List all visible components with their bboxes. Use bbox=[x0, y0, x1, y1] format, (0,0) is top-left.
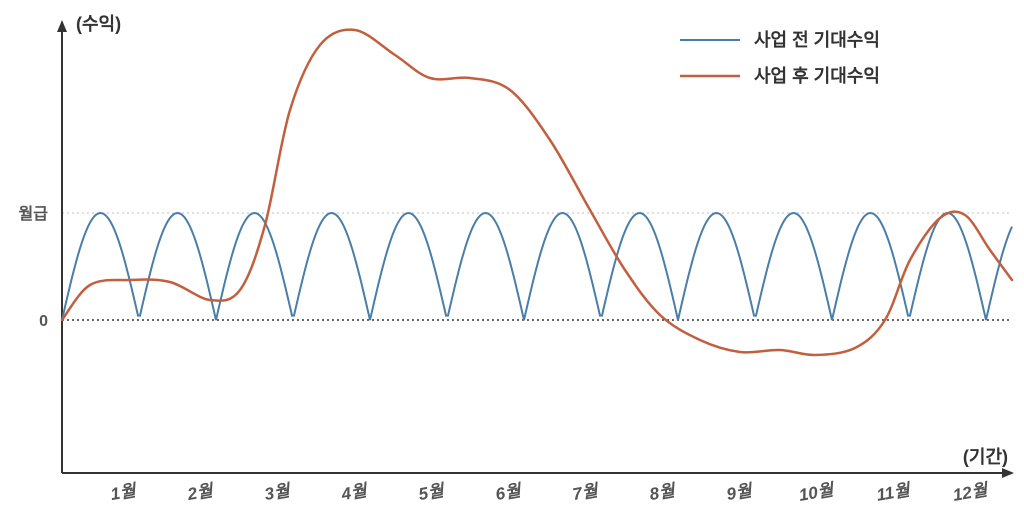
y-tick-label: 0 bbox=[39, 313, 48, 330]
y-axis-label: (수익) bbox=[76, 14, 121, 34]
x-axis-label: (기간) bbox=[963, 447, 1008, 467]
legend-after-label: 사업 후 기대수익 bbox=[754, 66, 880, 86]
chart-container: (수익)(기간)0월급1월2월3월4월5월6월7월8월9월10월11월12월사업… bbox=[0, 0, 1024, 517]
legend-before-label: 사업 전 기대수익 bbox=[754, 30, 880, 50]
chart-svg: (수익)(기간)0월급1월2월3월4월5월6월7월8월9월10월11월12월사업… bbox=[0, 0, 1024, 517]
y-tick-label: 월급 bbox=[19, 205, 49, 223]
